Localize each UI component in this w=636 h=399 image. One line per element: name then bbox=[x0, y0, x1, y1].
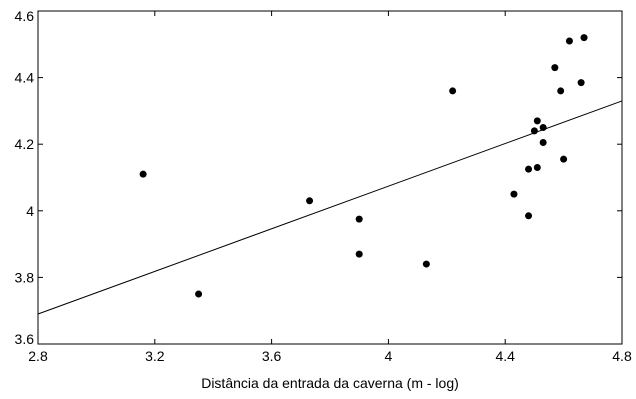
data-point bbox=[539, 139, 547, 147]
data-point bbox=[560, 155, 568, 163]
data-point bbox=[551, 64, 559, 72]
x-tick-label: 4.8 bbox=[612, 348, 632, 364]
data-point bbox=[449, 87, 457, 95]
data-point bbox=[355, 250, 363, 258]
data-point bbox=[577, 79, 585, 87]
y-tick-label: 4 bbox=[26, 203, 34, 219]
x-axis-ticks: 2.8 3.2 3.6 4 4.4 4.8 bbox=[28, 11, 632, 364]
data-point bbox=[533, 117, 541, 125]
data-point bbox=[525, 165, 533, 173]
data-point bbox=[533, 164, 541, 172]
x-tick-label: 4 bbox=[385, 348, 393, 364]
data-point bbox=[530, 127, 538, 135]
y-tick-label: 4.4 bbox=[15, 70, 35, 86]
x-tick-label: 4.4 bbox=[495, 348, 515, 364]
data-point bbox=[565, 37, 573, 45]
y-tick-label: 3.8 bbox=[15, 269, 35, 285]
data-point bbox=[510, 190, 518, 198]
y-tick-label: 4.6 bbox=[15, 8, 35, 24]
data-point bbox=[525, 212, 533, 220]
data-point bbox=[306, 197, 314, 205]
data-point bbox=[139, 170, 147, 178]
data-point bbox=[580, 34, 588, 42]
trend-line bbox=[37, 100, 623, 315]
plot-frame bbox=[37, 10, 623, 345]
x-axis-label: Distância da entrada da caverna (m - log… bbox=[201, 375, 459, 391]
data-point bbox=[355, 215, 363, 223]
x-tick-label: 3.6 bbox=[262, 348, 282, 364]
y-tick-label: 4.2 bbox=[15, 136, 35, 152]
x-tick-label: 3.2 bbox=[145, 348, 165, 364]
y-axis-ticks: 3.6 3.8 4 4.2 4.4 4.6 bbox=[15, 8, 622, 347]
data-points bbox=[139, 34, 588, 298]
data-point bbox=[422, 260, 430, 268]
x-tick-label: 2.8 bbox=[28, 348, 48, 364]
data-point bbox=[539, 124, 547, 132]
data-point bbox=[557, 87, 565, 95]
trend-line-group bbox=[37, 100, 623, 315]
y-tick-label: 3.6 bbox=[15, 331, 35, 347]
data-point bbox=[195, 290, 203, 298]
